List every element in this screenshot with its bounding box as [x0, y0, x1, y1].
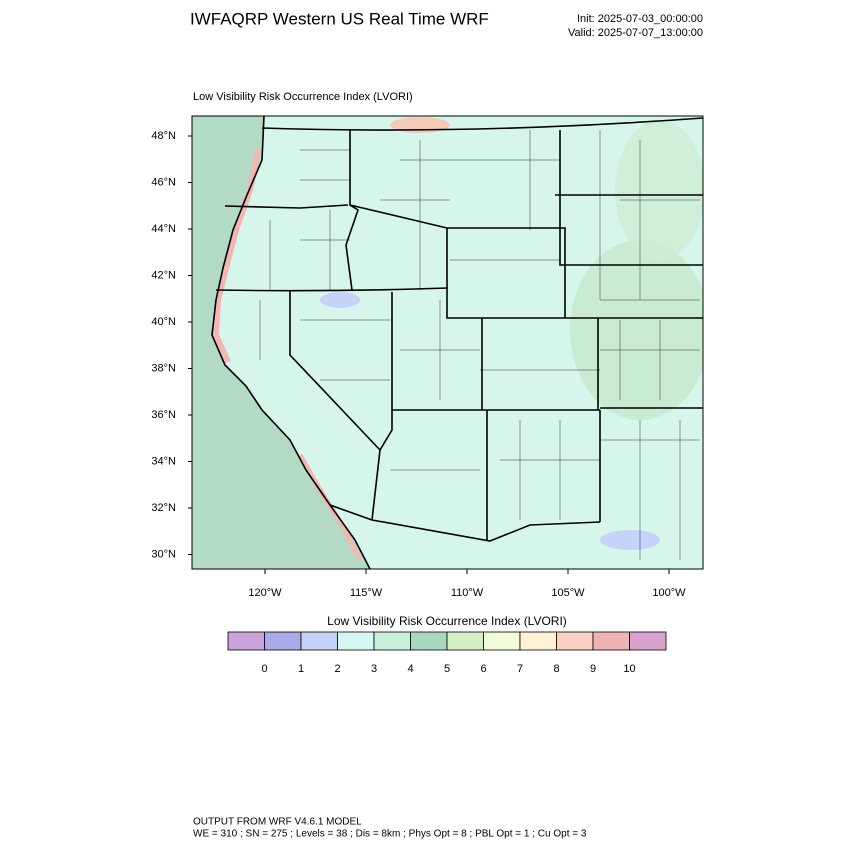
ocean: [192, 116, 370, 569]
map-subtitle: Low Visibility Risk Occurrence Index (LV…: [193, 91, 413, 103]
valid-time: Valid: 2025-07-07_13:00:00: [568, 27, 703, 39]
shading: [570, 240, 703, 420]
map-frame: [191, 115, 704, 570]
colorbar-box: [629, 631, 667, 651]
colorbar-label: 5: [444, 663, 450, 675]
lat-label: 34°N: [151, 455, 176, 467]
colorbar-box: [264, 631, 302, 651]
footer-line: OUTPUT FROM WRF V4.6.1 MODEL: [193, 817, 362, 828]
lat-label: 38°N: [151, 362, 176, 374]
shading: [615, 120, 703, 260]
colorbar-box: [446, 631, 484, 651]
colorbar-label: 4: [407, 663, 413, 675]
colorbar-label: 10: [623, 663, 635, 675]
lat-label: 32°N: [151, 502, 176, 514]
lat-label: 48°N: [151, 130, 176, 142]
map: [191, 115, 704, 570]
lat-label: 42°N: [151, 269, 176, 281]
county-lines: [300, 149, 700, 471]
footer-line: WE = 310 ; SN = 275 ; Levels = 38 ; Dis …: [193, 829, 587, 840]
lon-label: 105°W: [551, 587, 585, 599]
colorbar-box: [483, 631, 521, 651]
colorbar-box: [337, 631, 375, 651]
colorbar-label: 9: [590, 663, 596, 675]
county-lines: [259, 130, 681, 560]
colorbar-box: [592, 631, 630, 651]
lon-label: 115°W: [350, 587, 383, 599]
coastal-shading: [297, 453, 363, 562]
lat-label: 36°N: [151, 409, 176, 421]
lat-label: 30°N: [151, 548, 176, 560]
lon-label: 110°W: [451, 587, 484, 599]
lat-label: 40°N: [151, 316, 176, 328]
colorbar-label: 6: [480, 663, 486, 675]
colorbar-label: 7: [517, 663, 523, 675]
colorbar-box: [373, 631, 411, 651]
colorbar-box: [227, 631, 265, 651]
lon-label: 120°W: [248, 587, 282, 599]
title: IWFAQRP Western US Real Time WRF: [190, 9, 489, 28]
colorbar-label: 8: [553, 663, 559, 675]
lon-label: 100°W: [652, 587, 686, 599]
shading: [600, 530, 660, 550]
colorbar-box: [300, 631, 338, 651]
border: [261, 117, 703, 131]
colorbar-label: 2: [334, 663, 340, 675]
colorbar-label: 3: [371, 663, 377, 675]
colorbar-box: [556, 631, 594, 651]
lat-label: 44°N: [151, 223, 176, 235]
colorbar-box: [519, 631, 557, 651]
colorbar-label: 0: [261, 663, 267, 675]
colorbar-title: Low Visibility Risk Occurrence Index (LV…: [327, 614, 567, 628]
colorbar-box: [410, 631, 448, 651]
lat-label: 46°N: [151, 176, 176, 188]
shading: [320, 292, 360, 308]
colorbar-label: 1: [298, 663, 304, 675]
state-borders: [215, 130, 703, 542]
init-time: Init: 2025-07-03_00:00:00: [577, 13, 703, 25]
